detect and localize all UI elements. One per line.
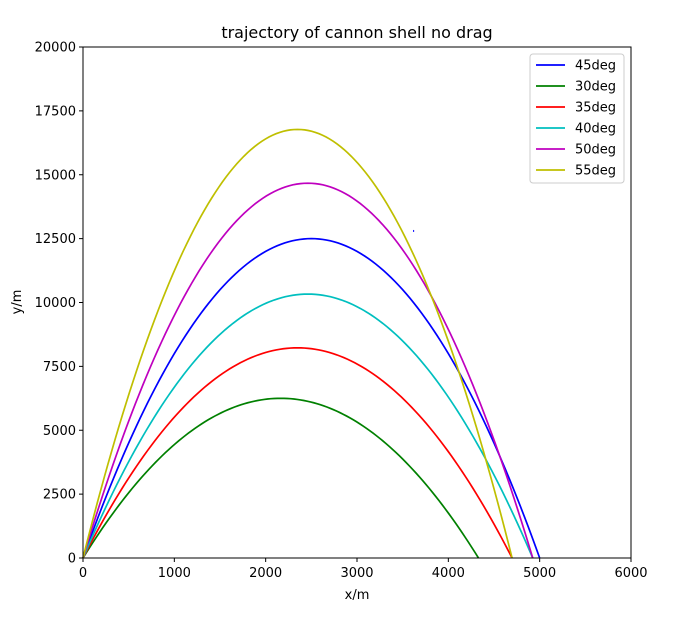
x-tick-label: 5000	[523, 566, 556, 581]
x-tick-label: 4000	[432, 566, 465, 581]
x-tick-label: 2000	[249, 566, 282, 581]
y-tick-label: 5000	[43, 424, 76, 439]
x-tick-label: 3000	[340, 566, 373, 581]
y-axis-label: y/m	[10, 290, 25, 315]
y-tick-label: 7500	[43, 360, 76, 375]
y-tick-label: 15000	[35, 168, 76, 183]
series-line-55deg	[82, 128, 513, 559]
y-tick-label: 2500	[43, 488, 76, 503]
series-layer	[82, 128, 541, 559]
legend: 45deg 30deg 35deg 40deg 50deg 55deg	[529, 53, 625, 184]
legend-label-40deg: 40deg	[575, 122, 616, 137]
y-tick-label: 12500	[35, 232, 76, 247]
legend-label-35deg: 35deg	[575, 101, 616, 116]
legend-label-50deg: 50deg	[575, 143, 616, 158]
x-tick-label: 6000	[614, 566, 647, 581]
series-line-45deg	[82, 237, 541, 559]
legend-label-30deg: 30deg	[575, 80, 616, 95]
x-axis-label: x/m	[345, 588, 370, 603]
series-line-40deg	[82, 293, 534, 559]
chart-title: trajectory of cannon shell no drag	[221, 23, 492, 42]
y-axis: 0 2500 5000 7500 10000 12500 15000 17500 20000	[35, 41, 83, 567]
y-tick-label: 17500	[35, 104, 76, 119]
x-tick-label: 0	[79, 566, 87, 581]
legend-label-55deg: 55deg	[575, 164, 616, 179]
y-tick-label: 20000	[35, 41, 76, 56]
x-axis: 0 1000 2000 3000 4000 5000 6000	[79, 558, 648, 581]
y-tick-label: 10000	[35, 296, 76, 311]
y-tick-label: 0	[68, 552, 76, 567]
x-tick-label: 1000	[158, 566, 191, 581]
legend-label-45deg: 45deg	[575, 59, 616, 74]
series-line-35deg	[82, 346, 513, 559]
series-line-30deg	[82, 397, 480, 559]
series-line-50deg	[82, 182, 534, 559]
